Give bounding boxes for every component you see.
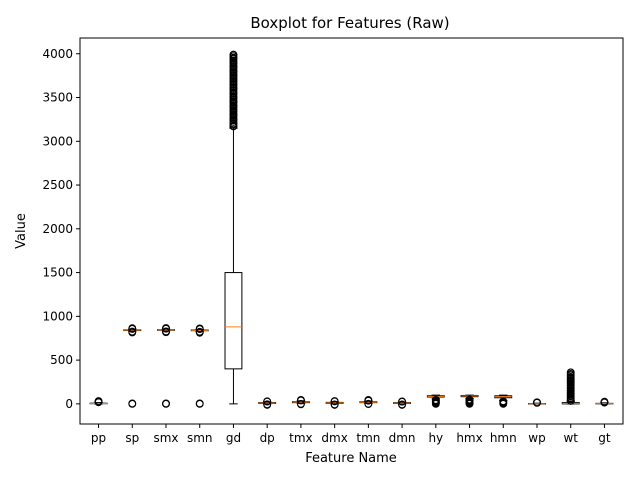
outlier-point xyxy=(195,324,204,333)
outlier-point xyxy=(128,324,137,333)
outlier-point xyxy=(566,368,575,377)
outlier-point xyxy=(330,400,339,409)
box-wt xyxy=(561,368,580,405)
outlier-point xyxy=(499,397,508,406)
box-dmx xyxy=(325,397,344,409)
x-tick-label: wp xyxy=(528,431,545,445)
x-tick-label: hmn xyxy=(490,431,517,445)
outlier-point xyxy=(600,397,609,406)
plot-area xyxy=(89,50,614,409)
x-tick-label: smn xyxy=(187,431,213,445)
x-tick-label: pp xyxy=(91,431,106,445)
x-tick-label: sp xyxy=(125,431,139,445)
y-axis-label: Value xyxy=(14,213,29,249)
outlier-point xyxy=(94,397,103,405)
chart-title: Boxplot for Features (Raw) xyxy=(250,14,449,32)
outlier-point xyxy=(398,397,406,406)
outlier-point xyxy=(330,397,339,405)
box-hmn xyxy=(494,394,513,408)
outlier-point xyxy=(533,398,541,407)
box-gt xyxy=(595,397,614,407)
x-tick-label: smx xyxy=(153,431,178,445)
y-tick-label: 3500 xyxy=(42,91,73,105)
outlier-point xyxy=(364,399,373,408)
x-tick-label: dmx xyxy=(321,431,347,445)
y-tick-label: 500 xyxy=(50,353,73,367)
box-hmx xyxy=(460,394,479,408)
outlier-point xyxy=(364,396,373,404)
y-tick-label: 2000 xyxy=(42,222,73,236)
outlier-point xyxy=(263,400,272,409)
x-tick-label: hmx xyxy=(456,431,482,445)
box-gd xyxy=(224,50,243,405)
y-tick-label: 2500 xyxy=(42,178,73,192)
x-tick-label: hy xyxy=(428,431,443,445)
box-tmn xyxy=(359,396,378,409)
y-tick-label: 4000 xyxy=(42,47,73,61)
outlier-point xyxy=(162,327,170,336)
y-axis: 0 500 1000 1500 2000 2500 3000 3500 4000 xyxy=(42,47,80,411)
outlier-point xyxy=(195,327,204,336)
plot-frame xyxy=(79,37,624,425)
x-tick-label: tmx xyxy=(289,431,313,445)
y-tick-label: 1500 xyxy=(42,266,73,280)
outlier-point xyxy=(263,397,272,406)
x-tick-label: gt xyxy=(598,431,611,445)
box-pp xyxy=(89,397,108,407)
x-tick-label: wt xyxy=(563,431,578,445)
outlier-point xyxy=(297,399,305,408)
box-wp xyxy=(528,398,546,407)
x-tick-label: dp xyxy=(260,431,275,445)
outlier-point xyxy=(229,50,238,59)
box-tmx xyxy=(291,396,310,409)
x-tick-label: gd xyxy=(226,431,241,445)
outlier-point xyxy=(431,396,440,404)
outlier-point xyxy=(128,327,137,336)
outlier-point xyxy=(162,399,170,408)
box-dp xyxy=(258,397,277,409)
y-tick-label: 0 xyxy=(65,397,73,411)
y-tick-label: 3000 xyxy=(42,134,73,148)
iqr-box xyxy=(224,272,243,370)
outlier-point xyxy=(398,400,406,409)
box-sp xyxy=(123,324,142,408)
box-smx xyxy=(157,324,175,408)
box-hy xyxy=(426,394,445,408)
x-tick-label: dmn xyxy=(389,431,416,445)
box-dmn xyxy=(393,397,412,409)
x-axis: pp sp smx smn gd dp tmx dmx tmn dmn hy hmx hmn wp wt gt xyxy=(91,424,611,445)
outlier-point xyxy=(297,396,305,404)
outlier-point xyxy=(162,324,170,332)
y-tick-label: 1000 xyxy=(42,309,73,323)
outlier-point xyxy=(465,395,474,404)
box-smn xyxy=(190,324,209,408)
outlier-point xyxy=(195,399,204,408)
x-axis-label: Feature Name xyxy=(305,451,397,466)
outlier-point xyxy=(128,399,137,408)
x-tick-label: tmn xyxy=(356,431,380,445)
